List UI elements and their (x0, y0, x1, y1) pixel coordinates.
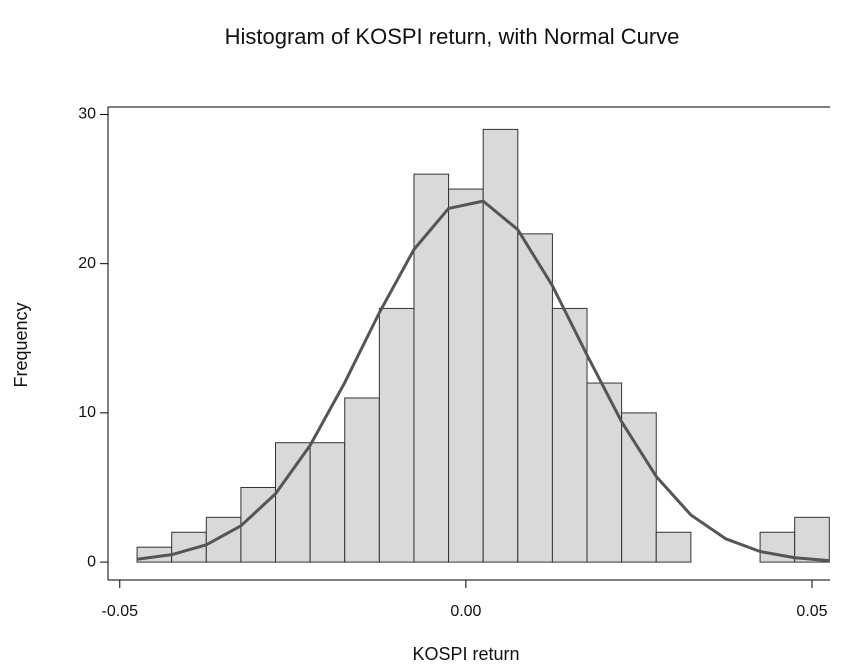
bar (344, 397, 380, 563)
bar (413, 173, 450, 563)
bar (655, 531, 692, 563)
y-tick-label: 20 (78, 255, 96, 272)
y-tick-label: 30 (78, 106, 96, 123)
bar (275, 442, 311, 563)
y-axis-label: Frequency (11, 302, 31, 387)
bar (551, 307, 588, 563)
bar (482, 128, 519, 563)
y-tick-label: 0 (87, 553, 96, 570)
y-tick-label: 10 (78, 404, 96, 421)
bar (309, 442, 346, 563)
chart-title: Histogram of KOSPI return, with Normal C… (225, 24, 680, 49)
bar (448, 188, 484, 563)
bar (378, 307, 415, 563)
normal-curve (136, 199, 830, 563)
bar (517, 233, 553, 563)
bar (621, 412, 657, 563)
x-tick-label: 0.00 (450, 603, 481, 620)
x-tick-label: -0.05 (102, 603, 139, 620)
x-axis-label: KOSPI return (412, 644, 519, 664)
bar (794, 516, 830, 563)
bar (205, 516, 242, 563)
x-tick-label: 0.05 (796, 603, 827, 620)
